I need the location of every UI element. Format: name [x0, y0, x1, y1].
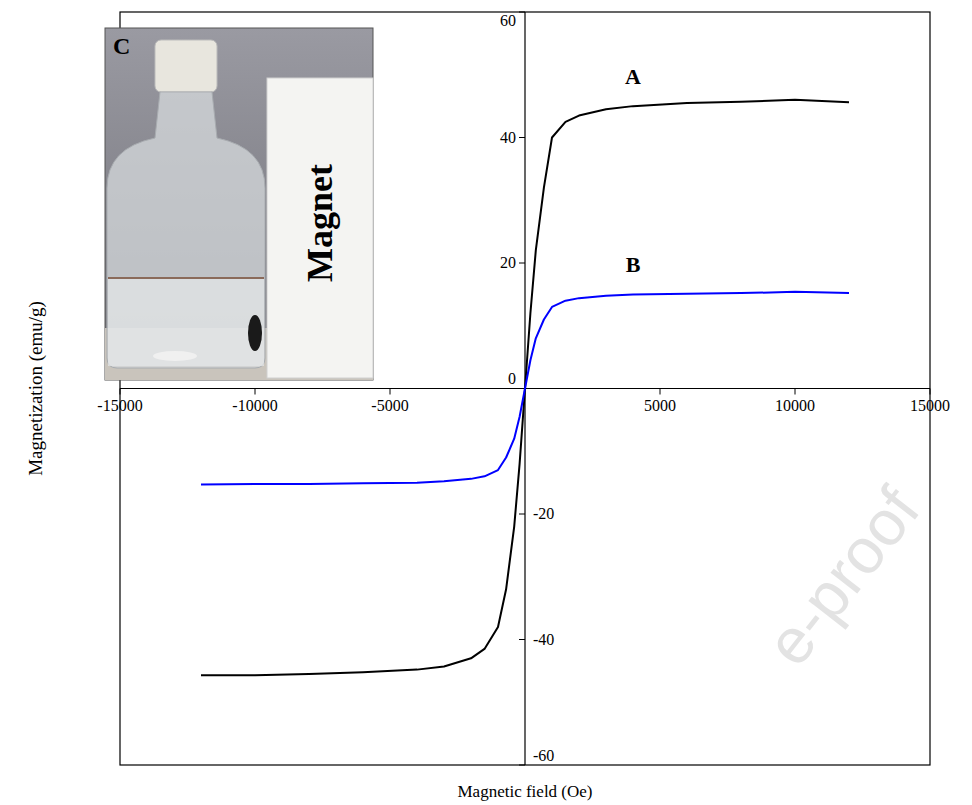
magnet-box: [267, 78, 373, 378]
watermark: e-proof: [752, 474, 934, 678]
inset-photo: C Magnet: [105, 28, 373, 380]
series-label: A: [625, 64, 641, 89]
y-tick-label: 0: [508, 370, 516, 387]
x-tick: [660, 389, 661, 395]
x-tick-label: 5000: [644, 397, 676, 414]
liquid-surface: [108, 277, 264, 279]
y-tick-label: 20: [500, 254, 516, 271]
x-tick-label: -5000: [371, 397, 408, 414]
magnet-label: Magnet: [300, 164, 340, 282]
series-label: B: [626, 252, 641, 277]
x-tick: [390, 389, 391, 395]
y-tick: [519, 765, 525, 766]
y-axis-title: Magnetization (emu/g): [25, 301, 47, 476]
x-tick-label: 10000: [775, 397, 815, 414]
y-tick-label: -40: [533, 631, 554, 648]
x-tick-label: -10000: [232, 397, 277, 414]
x-tick: [120, 389, 121, 395]
inset-letter: C: [113, 33, 130, 59]
x-tick-label: 15000: [910, 397, 950, 414]
y-tick-label: 60: [500, 12, 516, 29]
particles: [248, 315, 262, 351]
y-tick: [519, 639, 525, 640]
bottle-base: [153, 351, 197, 361]
x-tick: [795, 389, 796, 395]
y-tick-label: -20: [533, 505, 554, 522]
y-tick-label: 40: [500, 129, 516, 146]
y-tick: [519, 12, 525, 13]
bottle: [107, 92, 265, 368]
chart: e-proof -15000 -10000 -5000 5000 10000 15000 -6…: [0, 0, 972, 805]
y-tick: [519, 137, 525, 138]
x-tick: [255, 389, 256, 395]
y-tick: [519, 514, 525, 515]
y-tick: [519, 263, 525, 264]
x-tick: [930, 389, 931, 395]
liquid: [108, 278, 264, 366]
inset-background: [105, 28, 373, 380]
x-axis-title: Magnetic field (Oe): [458, 782, 593, 801]
y-tick-label: -60: [533, 747, 554, 764]
x-tick-label: -15000: [97, 397, 142, 414]
bottle-cap: [155, 40, 217, 92]
